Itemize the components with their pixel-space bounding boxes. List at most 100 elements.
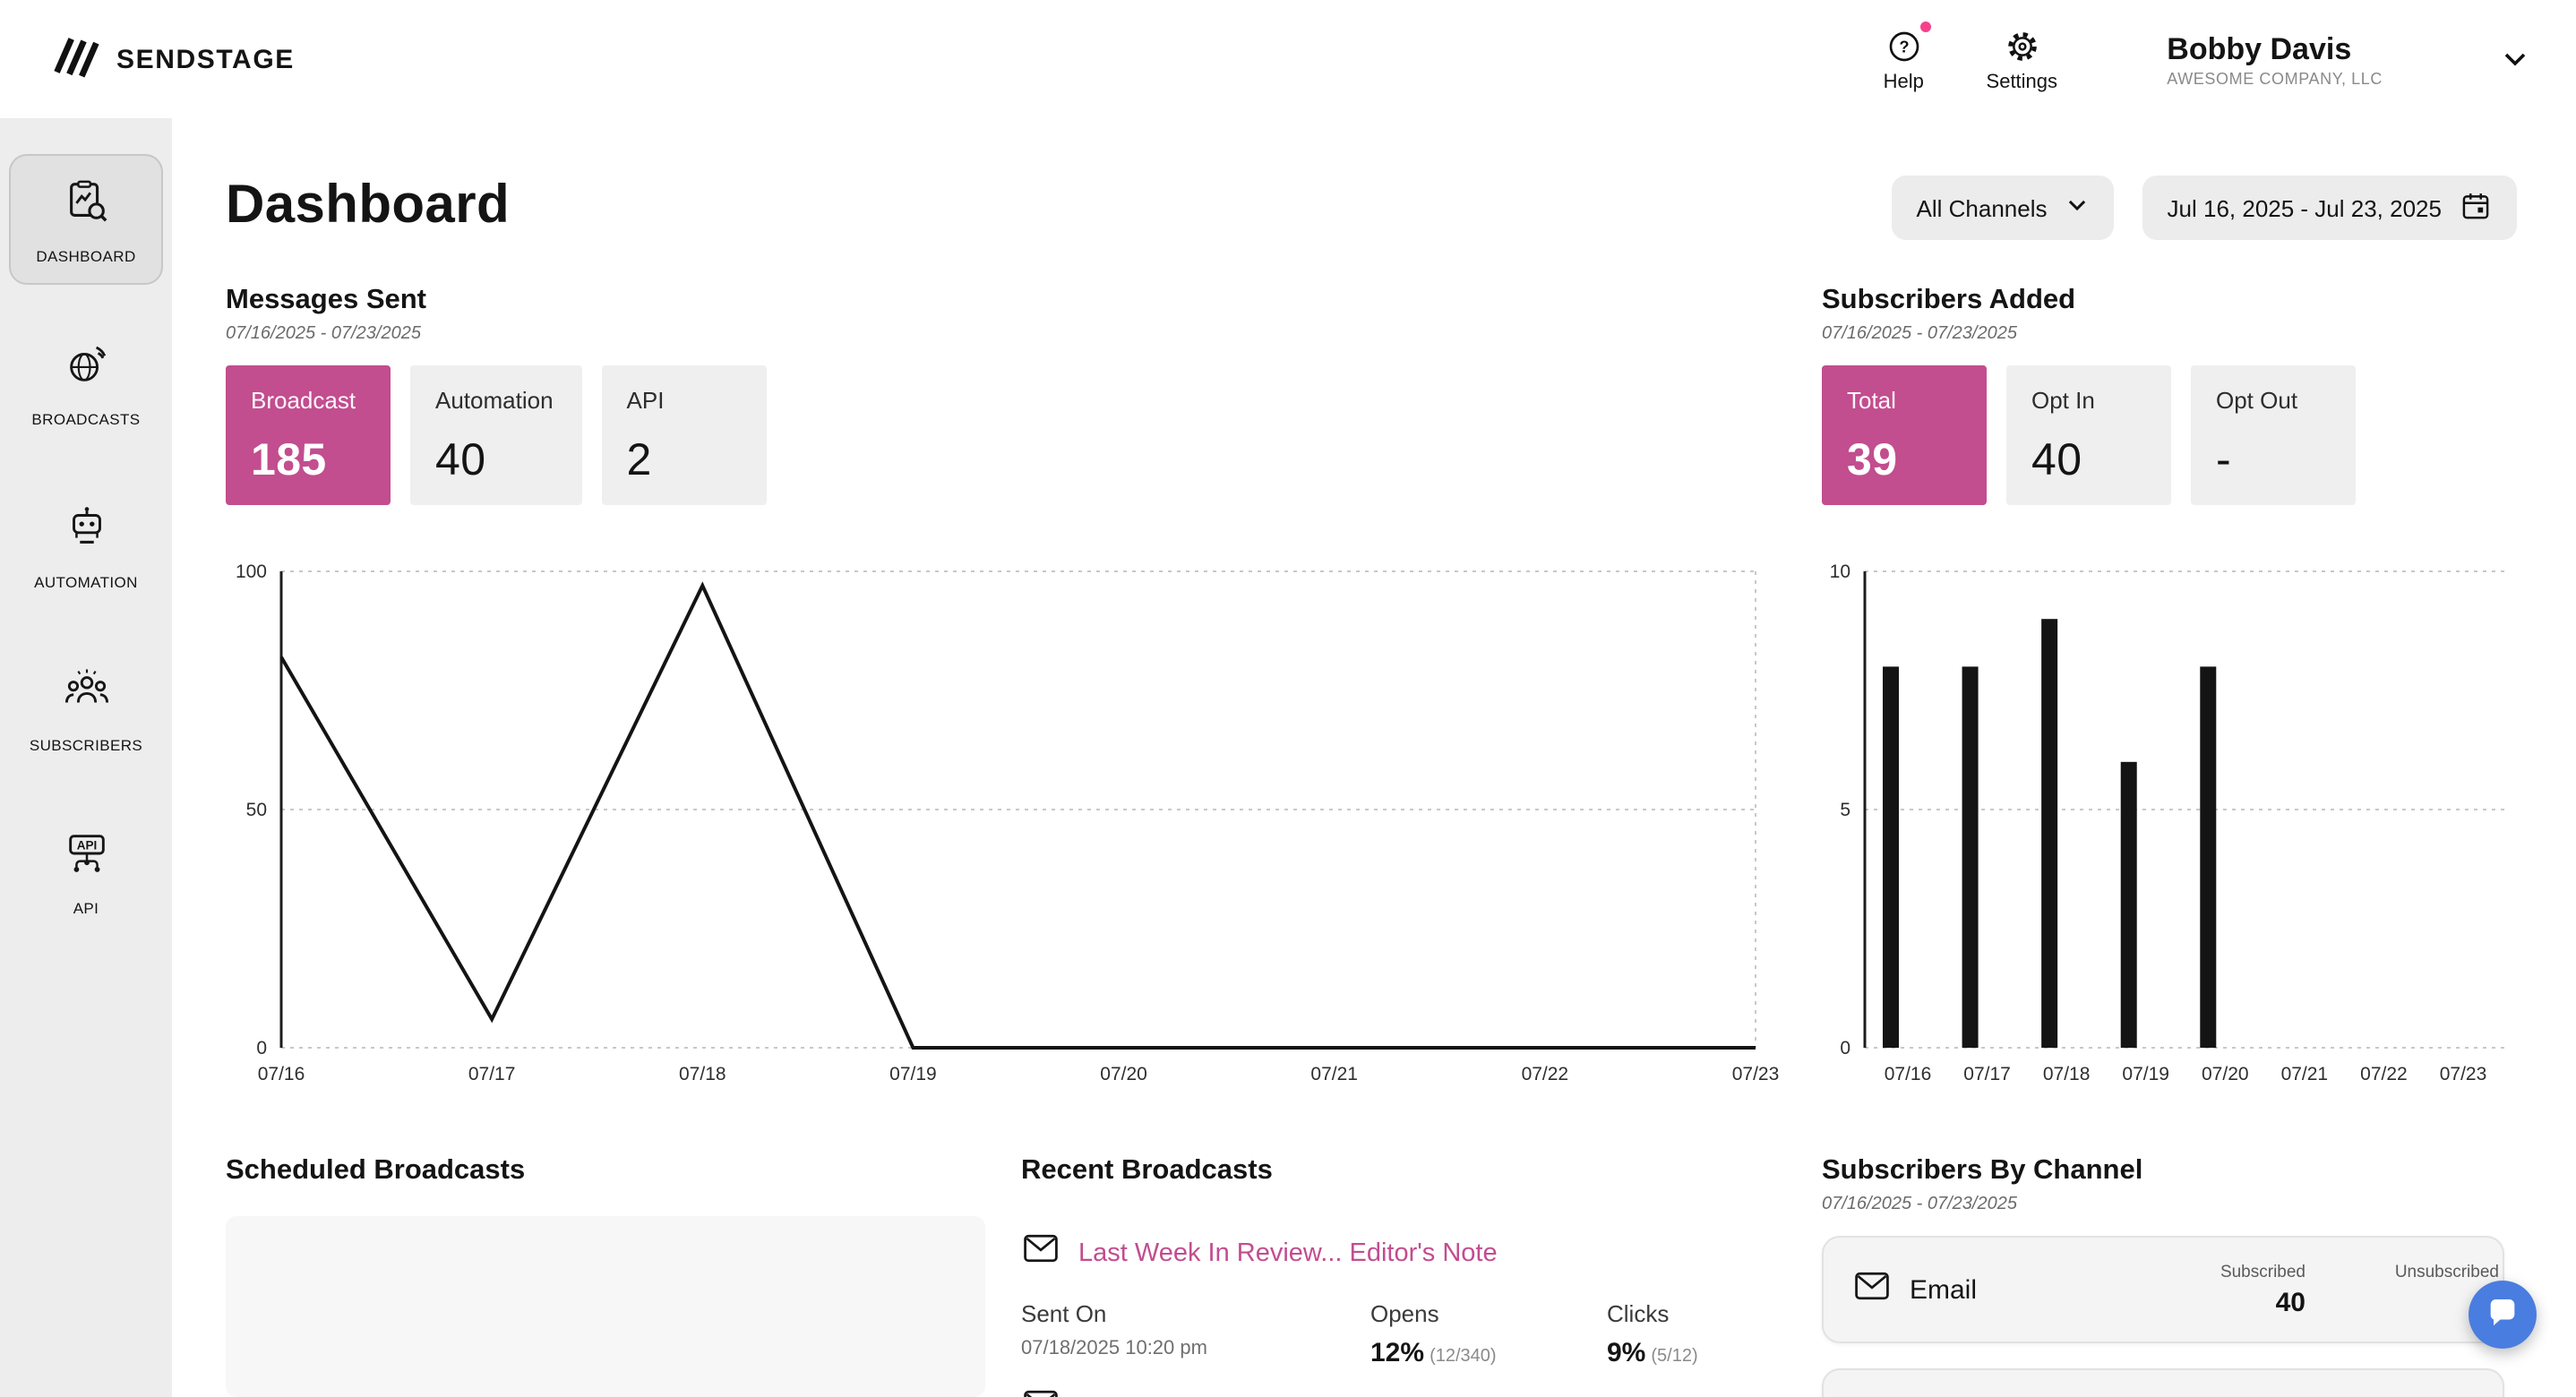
stat-card-opt-in[interactable]: Opt In 40 (2006, 365, 2171, 505)
gear-icon (2004, 26, 2039, 65)
stat-value: 185 (251, 435, 327, 485)
page-title: Dashboard (226, 176, 510, 235)
messages-sent-title: Messages Sent (226, 285, 426, 315)
svg-text:07/16: 07/16 (258, 1064, 305, 1084)
svg-text:0: 0 (1840, 1038, 1850, 1058)
channel-name: Email (1910, 1274, 1978, 1305)
help-button[interactable]: ? Help (1859, 21, 1948, 92)
clicks-detail: (5/12) (1651, 1347, 1698, 1367)
messages-sent-stats: Broadcast 185 Automation 40 API 2 (226, 365, 767, 505)
brand-name: SENDSTAGE (116, 44, 295, 74)
stat-value: 39 (1847, 435, 1898, 485)
stat-value: 2 (626, 435, 652, 485)
brand-home-link[interactable]: SENDSTAGE (47, 28, 295, 90)
chat-bubble-icon (2485, 1294, 2520, 1335)
stat-card-automation[interactable]: Automation 40 (410, 365, 582, 505)
scheduled-broadcasts-title: Scheduled Broadcasts (226, 1155, 526, 1186)
date-range-picker[interactable]: Jul 16, 2025 - Jul 23, 2025 (2142, 176, 2517, 240)
sidebar-item-label: AUTOMATION (34, 573, 138, 591)
opens-value: 12% (12/340) (1370, 1338, 1497, 1368)
chat-widget-button[interactable] (2469, 1281, 2537, 1349)
svg-text:07/23: 07/23 (2440, 1064, 2487, 1084)
sent-on-label: Sent On (1021, 1300, 1107, 1327)
settings-label: Settings (1986, 71, 2058, 92)
stat-label: Opt In (2031, 387, 2095, 414)
chevron-down-icon[interactable] (2501, 45, 2529, 73)
date-range-value: Jul 16, 2025 - Jul 23, 2025 (2167, 194, 2442, 221)
sidebar-item-dashboard[interactable]: DASHBOARD (9, 154, 163, 285)
svg-text:07/17: 07/17 (1963, 1064, 2011, 1084)
top-bar: SENDSTAGE ? Help Settings Bobby Davis AW… (0, 0, 2576, 118)
sidebar-item-automation[interactable]: AUTOMATION (9, 480, 163, 611)
svg-text:07/22: 07/22 (2360, 1064, 2408, 1084)
sidebar-item-label: BROADCASTS (31, 410, 141, 428)
broadcast-title-link[interactable]: Last Week In Review... Editor's Note (1078, 1238, 1498, 1267)
svg-text:07/19: 07/19 (889, 1064, 937, 1084)
sidebar-item-label: API (73, 899, 99, 917)
sidebar-item-api[interactable]: API API (9, 806, 163, 937)
email-icon (1852, 1265, 1892, 1314)
svg-text:10: 10 (1830, 561, 1850, 582)
subscribed-label: Subscribed (2220, 1262, 2306, 1281)
sidebar-item-subscribers[interactable]: SUBSCRIBERS (9, 643, 163, 774)
clicks-label: Clicks (1607, 1300, 1670, 1327)
svg-text:07/20: 07/20 (2202, 1064, 2249, 1084)
svg-text:07/23: 07/23 (1732, 1064, 1780, 1084)
chevron-down-icon (2065, 193, 2089, 222)
sent-on-value: 07/18/2025 10:20 pm (1021, 1338, 1207, 1359)
svg-text:07/22: 07/22 (1522, 1064, 1569, 1084)
svg-text:07/21: 07/21 (2281, 1064, 2329, 1084)
email-icon (1021, 1229, 1060, 1277)
unsubscribed-label: Unsubscribed (2394, 1262, 2499, 1281)
svg-text:07/18: 07/18 (679, 1064, 726, 1084)
stat-value: 40 (2031, 435, 2082, 485)
stat-card-opt-out[interactable]: Opt Out - (2191, 365, 2356, 505)
svg-text:07/21: 07/21 (1310, 1064, 1358, 1084)
stat-label: API (626, 387, 665, 414)
svg-text:?: ? (1899, 37, 1909, 56)
scheduled-broadcasts-header: Scheduled Broadcasts (226, 1153, 525, 1187)
stat-label: Total (1847, 387, 1896, 414)
subscribers-by-channel-header: Subscribers By Channel 07/16/2025 - 07/2… (1822, 1153, 2142, 1214)
sidebar-item-broadcasts[interactable]: BROADCASTS (9, 317, 163, 448)
recent-broadcast-row-partial (1021, 1384, 1060, 1397)
svg-text:API: API (76, 838, 97, 852)
stat-label: Broadcast (251, 387, 356, 414)
subscribers-by-channel-date-range: 07/16/2025 - 07/23/2025 (1822, 1195, 2017, 1214)
people-group-icon (62, 666, 110, 724)
broadcast-globe-icon (62, 340, 110, 398)
svg-text:07/17: 07/17 (468, 1064, 516, 1084)
channel-filter-dropdown[interactable]: All Channels (1891, 176, 2114, 240)
stat-label: Automation (435, 387, 554, 414)
subscribers-by-channel-title: Subscribers By Channel (1822, 1155, 2143, 1186)
user-name: Bobby Davis (2167, 31, 2352, 65)
sidebar: DASHBOARD BROADCASTS AUTOMA (0, 118, 172, 1397)
channel-card-partial[interactable]: Subscribed Unsubscribed (1822, 1368, 2504, 1397)
settings-button[interactable]: Settings (1977, 26, 2066, 92)
opens-label: Opens (1370, 1300, 1439, 1327)
subscribers-added-date-range: 07/16/2025 - 07/23/2025 (1822, 324, 2017, 344)
help-label: Help (1883, 71, 1924, 92)
stat-card-broadcast[interactable]: Broadcast 185 (226, 365, 391, 505)
api-nodes-icon: API (62, 829, 110, 887)
user-menu[interactable]: Bobby Davis AWESOME COMPANY, LLC (2167, 31, 2383, 87)
sendstage-logo-icon (47, 28, 100, 90)
messages-sent-section-header: Messages Sent 07/16/2025 - 07/23/2025 (226, 283, 426, 344)
clicks-value: 9% (5/12) (1607, 1338, 1698, 1368)
subscribers-added-bar-chart: 0 5 10 07/16 07/17 07/18 07/19 07/20 07/21 07/22 0… (1811, 559, 2537, 1101)
svg-text:0: 0 (256, 1038, 267, 1058)
messages-sent-date-range: 07/16/2025 - 07/23/2025 (226, 324, 421, 344)
svg-text:07/20: 07/20 (1100, 1064, 1147, 1084)
stat-card-total[interactable]: Total 39 (1822, 365, 1987, 505)
channel-card-email[interactable]: Email Subscribed 40 Unsubscribed (1822, 1236, 2504, 1343)
calendar-icon (2460, 189, 2492, 227)
messages-sent-line-chart: 0 50 100 07/16 07/17 07/18 07/19 07/20 07/21 07/2… (220, 559, 1799, 1101)
subscribers-added-stats: Total 39 Opt In 40 Opt Out - (1822, 365, 2356, 505)
svg-text:07/19: 07/19 (2122, 1064, 2169, 1084)
stat-card-api[interactable]: API 2 (601, 365, 767, 505)
recent-broadcasts-header: Recent Broadcasts (1021, 1153, 1273, 1187)
stat-value: 40 (435, 435, 486, 485)
svg-text:100: 100 (236, 561, 267, 582)
notification-dot (1919, 21, 1931, 31)
